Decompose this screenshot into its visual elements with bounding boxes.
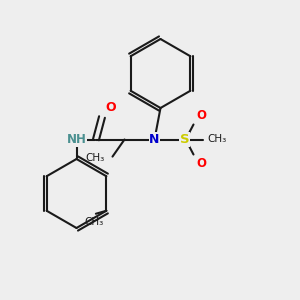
Text: O: O bbox=[196, 109, 206, 122]
Text: CH₃: CH₃ bbox=[86, 153, 105, 163]
Text: CH₃: CH₃ bbox=[85, 217, 104, 227]
Text: O: O bbox=[196, 157, 206, 170]
Text: S: S bbox=[180, 133, 189, 146]
Text: O: O bbox=[105, 101, 116, 114]
Text: N: N bbox=[149, 133, 160, 146]
Text: NH: NH bbox=[67, 133, 86, 146]
Text: CH₃: CH₃ bbox=[207, 134, 226, 145]
